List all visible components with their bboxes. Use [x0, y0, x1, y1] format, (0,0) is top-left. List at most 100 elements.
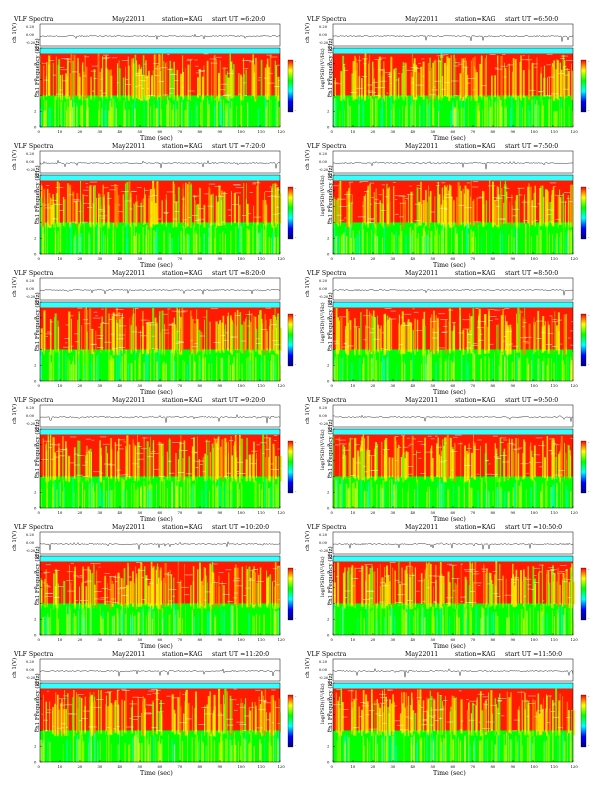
- x-tick-label: 100: [531, 637, 539, 642]
- panel-station: station=KAG: [455, 524, 496, 531]
- x-tick-label: 110: [551, 764, 559, 769]
- panel-start-ut: start UT =9:20:0: [212, 397, 265, 404]
- x-tick-label: 10: [351, 256, 356, 261]
- x-tick-label: 100: [238, 256, 246, 261]
- spectrogram-image: [333, 48, 576, 127]
- x-tick-label: 40: [118, 510, 123, 515]
- panel-station: station=KAG: [455, 143, 496, 150]
- panel-start-ut: start UT =11:20:0: [212, 651, 269, 658]
- waveform-box: [40, 405, 280, 427]
- waveform-box: [40, 532, 280, 554]
- x-tick-label: 20: [371, 637, 376, 642]
- y-axis-label: ch1 Frequency (kHz): [34, 546, 41, 605]
- x-tick-label: 80: [198, 256, 203, 261]
- panel-title: VLF Spectra: [13, 16, 54, 23]
- x-tick-label: 40: [411, 383, 416, 388]
- x-tick-label: 80: [491, 510, 496, 515]
- x-tick-label: 80: [198, 510, 203, 515]
- x-tick-label: 60: [158, 510, 163, 515]
- colorbar: [288, 568, 293, 620]
- panel-start-ut: start UT =6:50:0: [505, 16, 558, 23]
- ch1-axis-label: ch 1(V): [11, 531, 18, 551]
- y-axis-label: ch1 Frequency (kHz): [327, 165, 334, 224]
- x-tick-label: 60: [158, 637, 163, 642]
- panel-station: station=KAG: [455, 651, 496, 658]
- colorbar: [288, 314, 293, 366]
- ch1-tick-label: 0.20: [26, 279, 35, 283]
- spectrogram-image: [40, 48, 285, 127]
- panel-title: VLF Spectra: [13, 524, 54, 531]
- panel-station: station=KAG: [162, 651, 203, 658]
- x-tick-label: 100: [238, 764, 246, 769]
- panel-title: VLF Spectra: [306, 143, 347, 150]
- x-tick-label: 80: [491, 256, 496, 261]
- x-tick-label: 20: [78, 383, 83, 388]
- x-tick-label: 120: [571, 383, 579, 388]
- x-tick-label: 110: [551, 129, 559, 134]
- x-tick-label: 50: [138, 510, 143, 515]
- waveform-box: [40, 278, 280, 300]
- colorbar: [581, 695, 586, 747]
- x-tick-label: 10: [351, 764, 356, 769]
- panel-date: May22011: [112, 16, 145, 23]
- panel-start-ut: start UT =6:20:0: [212, 16, 265, 23]
- panel-station: station=KAG: [162, 397, 203, 404]
- x-tick-label: 50: [431, 510, 436, 515]
- panel-title: VLF Spectra: [306, 524, 347, 531]
- x-tick-label: 120: [571, 510, 579, 515]
- ch1-tick-label: 0.20: [319, 533, 328, 537]
- spectrogram-image: [40, 302, 282, 381]
- colorbar: [581, 568, 586, 620]
- x-tick-label: 70: [471, 256, 476, 261]
- colorbar-label: log(PSD)(V²/Hz): [319, 556, 326, 597]
- x-tick-label: 100: [531, 256, 539, 261]
- x-tick-label: 50: [431, 256, 436, 261]
- panel-date: May22011: [405, 16, 438, 23]
- x-tick-label: 120: [278, 129, 286, 134]
- panel-date: May22011: [112, 397, 145, 404]
- panel-date: May22011: [405, 524, 438, 531]
- ch1-axis-label: ch 1(V): [11, 23, 18, 43]
- ch1-axis-label: ch 1(V): [11, 404, 18, 424]
- ch1-tick-label: 0.00: [319, 414, 328, 418]
- x-axis-label: Time (sec): [433, 516, 466, 523]
- x-tick-label: 10: [58, 129, 63, 134]
- ch1-tick-label: 0.00: [319, 160, 328, 164]
- x-tick-label: 30: [391, 129, 396, 134]
- colorbar-label: log(PSD)(V²/Hz): [319, 683, 326, 724]
- ch1-axis-label: ch 1(V): [304, 404, 311, 424]
- ch1-axis-label: ch 1(V): [304, 150, 311, 170]
- colorbar-label: log(PSD)(V²/Hz): [319, 302, 326, 343]
- x-tick-label: 20: [371, 129, 376, 134]
- x-tick-label: 10: [58, 383, 63, 388]
- x-tick-label: 100: [531, 383, 539, 388]
- waveform-box: [333, 405, 573, 427]
- x-tick-label: 90: [511, 510, 516, 515]
- x-tick-label: 120: [278, 637, 286, 642]
- x-tick-label: 90: [218, 764, 223, 769]
- panel-station: station=KAG: [162, 270, 203, 277]
- x-tick-label: 60: [158, 129, 163, 134]
- panel-date: May22011: [112, 651, 145, 658]
- x-tick-label: 10: [351, 383, 356, 388]
- panel-start-ut: start UT =10:20:0: [212, 524, 269, 531]
- x-tick-label: 110: [551, 637, 559, 642]
- y-axis-label: ch1 Frequency (kHz): [327, 673, 334, 732]
- panel-title: VLF Spectra: [13, 270, 54, 277]
- colorbar: [288, 441, 293, 493]
- x-tick-label: 40: [411, 129, 416, 134]
- x-tick-label: 100: [531, 764, 539, 769]
- colorbar-label: log(PSD)(V²/Hz): [319, 175, 326, 216]
- ch1-tick-label: 0.00: [26, 541, 35, 545]
- x-tick-label: 40: [118, 764, 123, 769]
- ch1-tick-label: 0.00: [26, 287, 35, 291]
- panel-title: VLF Spectra: [306, 397, 347, 404]
- x-tick-label: 20: [78, 637, 83, 642]
- waveform-box: [333, 659, 573, 681]
- panel-title: VLF Spectra: [306, 651, 347, 658]
- spectrogram-image: [40, 683, 286, 762]
- x-tick-label: 90: [511, 637, 516, 642]
- colorbar: [581, 60, 586, 112]
- spectrogram-image: [40, 556, 287, 635]
